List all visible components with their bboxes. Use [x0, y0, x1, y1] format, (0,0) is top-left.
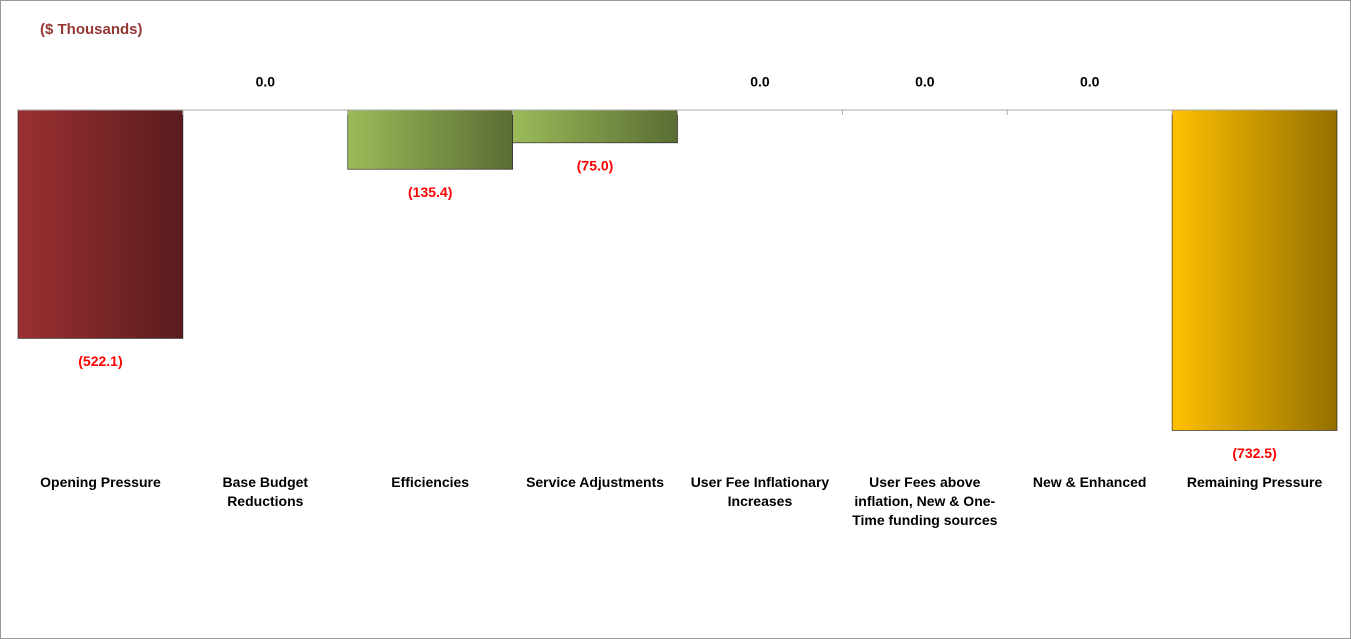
x-tick-label: Base Budget Reductions	[222, 474, 309, 509]
value-label: (135.4)	[408, 184, 452, 200]
value-label: (732.5)	[1232, 445, 1276, 461]
x-tick-label: Remaining Pressure	[1186, 474, 1323, 490]
x-tick-label: Opening Pressure	[40, 474, 161, 490]
x-tick-label: Efficiencies	[391, 474, 470, 490]
bar-shade	[18, 110, 183, 339]
x-tick-label: User Fees above inflation, New & One-Tim…	[852, 474, 998, 528]
value-label: 0.0	[915, 74, 935, 90]
value-label: (522.1)	[78, 353, 122, 369]
value-label: 0.0	[256, 74, 276, 90]
value-label: 0.0	[750, 74, 770, 90]
x-tick-label: User Fee Inflationary Increases	[690, 474, 830, 509]
subtitle: ($ Thousands)	[40, 21, 143, 38]
bar-shade	[1172, 110, 1337, 431]
value-label: 0.0	[1080, 74, 1100, 90]
x-tick-label: New & Enhanced	[1032, 474, 1147, 490]
x-tick-label: Service Adjustments	[526, 474, 665, 490]
bar-shade	[347, 110, 513, 170]
bar-shade	[512, 110, 678, 143]
value-label: (75.0)	[577, 158, 614, 174]
